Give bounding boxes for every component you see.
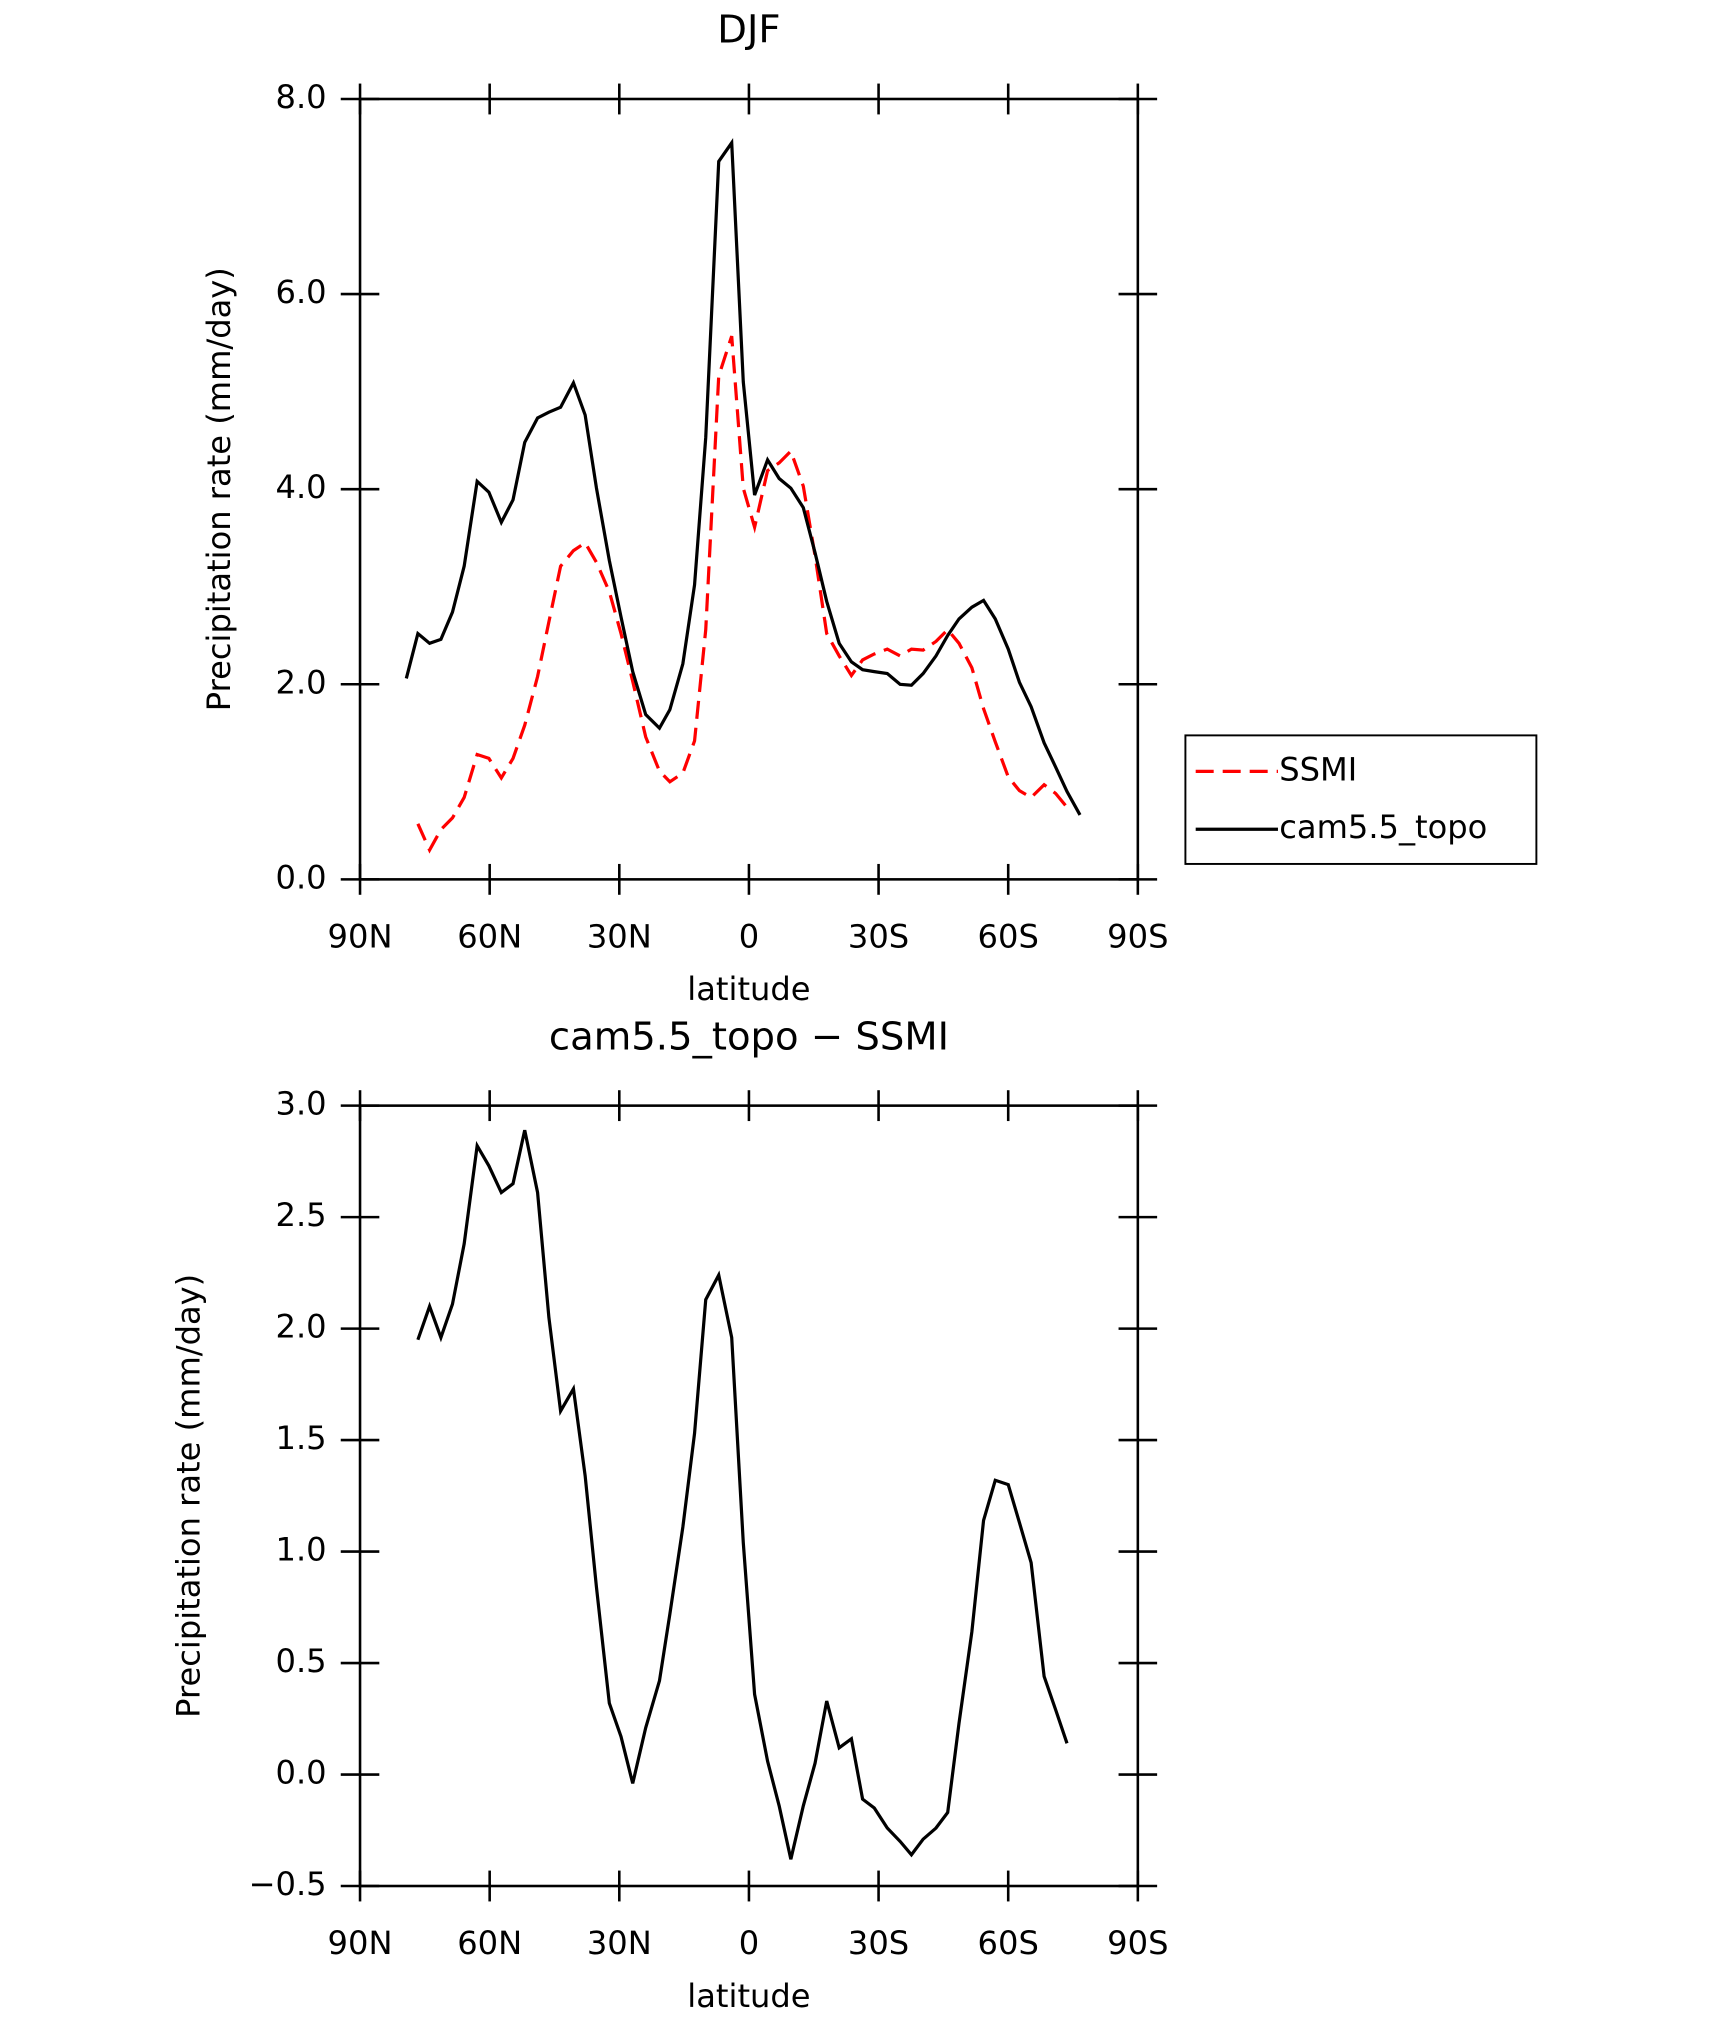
x-tick-label: 30S xyxy=(848,918,909,956)
x-tick-label: 30S xyxy=(848,1924,909,1962)
y-tick-label: 8.0 xyxy=(276,78,327,116)
x-tick-label: 60S xyxy=(978,1924,1039,1962)
x-tick-label: 90S xyxy=(1107,918,1168,956)
x-tick-label: 0 xyxy=(739,918,759,956)
y-axis-label: Precipitation rate (mm/day) xyxy=(169,1274,207,1718)
x-axis-label: latitude xyxy=(687,1977,810,2015)
x-tick-label: 90N xyxy=(328,918,393,956)
data-line xyxy=(416,1129,1069,1860)
legend-label: cam5.5_topo xyxy=(1279,808,1487,846)
legend-label: SSMI xyxy=(1279,750,1357,788)
x-tick-label: 90S xyxy=(1107,1924,1168,1962)
legend-box xyxy=(1184,734,1538,865)
y-tick-label: 1.5 xyxy=(276,1419,327,1457)
x-tick-label: 0 xyxy=(739,1924,759,1962)
plot-frame xyxy=(358,1104,1140,1888)
y-tick-label: 4.0 xyxy=(276,468,327,506)
y-tick-label: 2.0 xyxy=(276,1308,327,1346)
chart-title: cam5.5_topo − SSMI xyxy=(549,1014,949,1059)
y-tick-label: 0.0 xyxy=(276,1754,327,1792)
y-tick-label: 2.5 xyxy=(276,1196,327,1234)
x-tick-label: 30N xyxy=(587,918,652,956)
x-tick-label: 60N xyxy=(457,1924,522,1962)
y-tick-label: 1.0 xyxy=(276,1531,327,1569)
plot-frame xyxy=(358,97,1140,881)
data-line xyxy=(404,138,1082,816)
chart-title: DJF xyxy=(717,8,780,53)
y-tick-label: 6.0 xyxy=(276,273,327,311)
y-tick-label: 0.5 xyxy=(276,1642,327,1680)
y-tick-label: 3.0 xyxy=(276,1085,327,1123)
x-tick-label: 30N xyxy=(587,1924,652,1962)
x-axis-label: latitude xyxy=(687,970,810,1008)
y-tick-label: −0.5 xyxy=(249,1865,327,1903)
x-tick-label: 90N xyxy=(328,1924,393,1962)
y-tick-label: 2.0 xyxy=(276,663,327,701)
x-tick-label: 60S xyxy=(978,918,1039,956)
x-tick-label: 60N xyxy=(457,918,522,956)
data-line xyxy=(416,335,1069,854)
y-axis-label: Precipitation rate (mm/day) xyxy=(200,267,238,711)
y-tick-label: 0.0 xyxy=(276,858,327,896)
